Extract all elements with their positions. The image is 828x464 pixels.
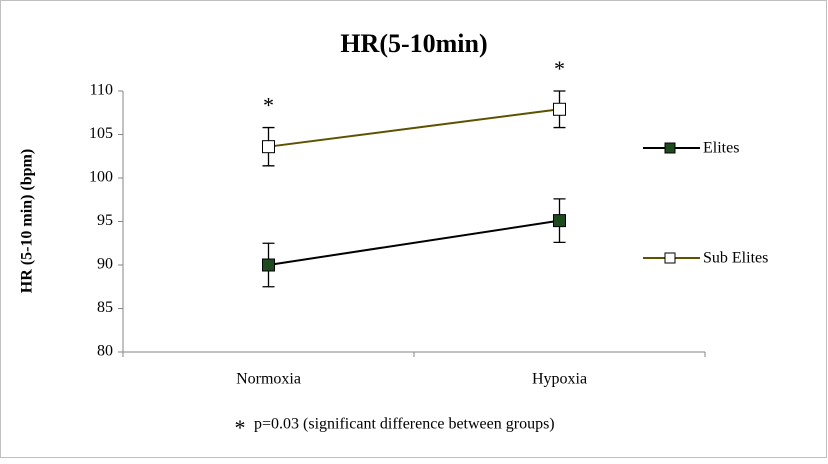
marker [262, 140, 275, 154]
y-tick-label: 110 [90, 82, 113, 99]
y-tick-label: 90 [97, 256, 113, 273]
footnote-marker: * [235, 415, 246, 440]
footnote: p=0.03 (significant difference between g… [254, 416, 555, 433]
y-tick-label: 95 [97, 212, 113, 229]
series-line [268, 108, 560, 148]
legend-marker [664, 142, 676, 154]
marker [553, 214, 566, 228]
y-tick-label: 105 [89, 125, 113, 142]
marker [553, 102, 566, 116]
y-tick-label: 85 [97, 299, 113, 316]
significance-marker: * [554, 56, 565, 81]
series-line [268, 219, 560, 266]
chart-title: HR(5-10min) [340, 29, 487, 58]
legend-label: Sub Elites [703, 250, 768, 267]
significance-marker: * [263, 93, 274, 118]
legend-label: Elites [703, 140, 739, 157]
marker [262, 258, 275, 272]
x-tick-label: Hypoxia [532, 371, 587, 388]
legend-marker [664, 252, 676, 264]
x-tick-label: Normoxia [236, 371, 301, 388]
y-axis-label: HR (5-10 min) (bpm) [19, 149, 36, 293]
y-tick-label: 80 [97, 343, 113, 360]
y-tick-label: 100 [89, 169, 113, 186]
